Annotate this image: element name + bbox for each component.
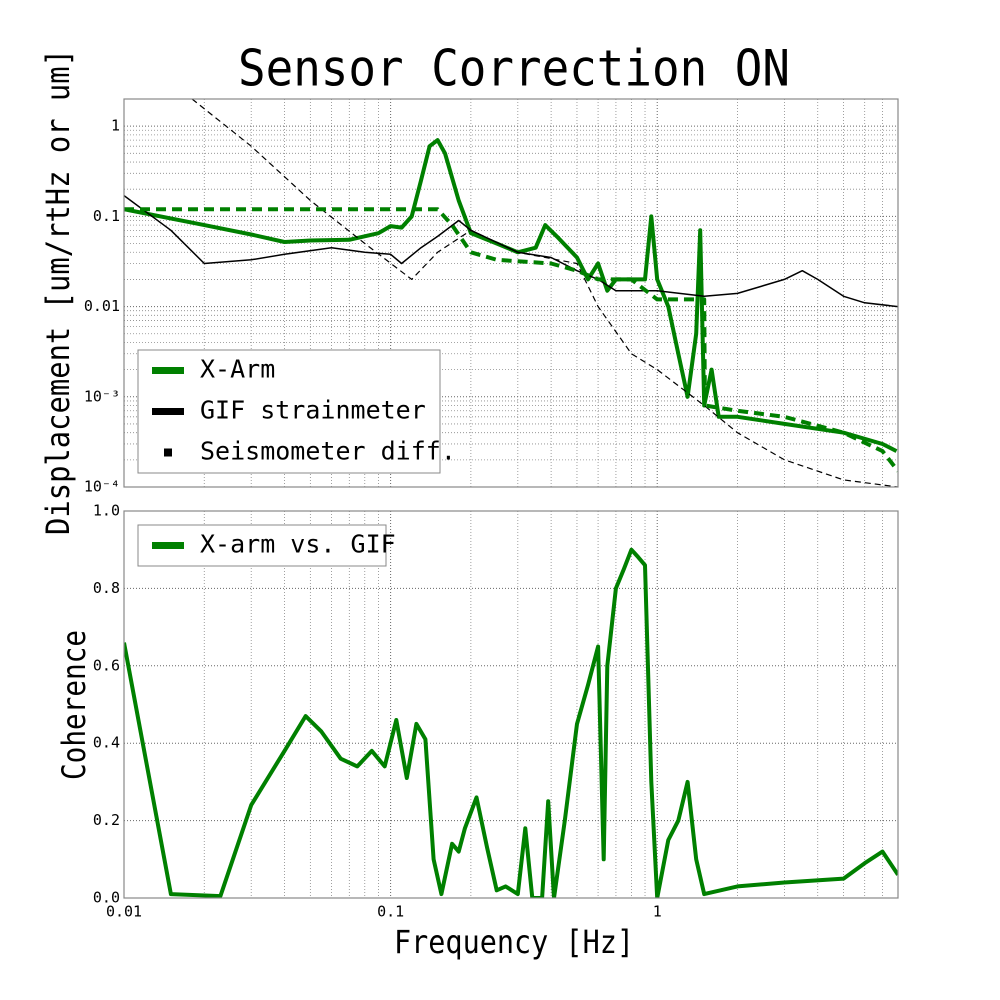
plot-area — [124, 511, 898, 898]
x-tick-label: 1 — [653, 903, 662, 921]
legend-box — [137, 349, 441, 474]
legend-label: X-arm vs. GIF — [200, 530, 396, 559]
axes-frame — [123, 510, 899, 899]
axes: X-Arm GIF strainmeter Seismometer diff. — [123, 98, 899, 488]
legend-label: X-Arm — [200, 355, 275, 384]
chart-title: Sensor Correction ON — [238, 40, 790, 98]
y-tick-label: 1 — [111, 117, 120, 135]
y-axis-label: Coherence — [55, 630, 93, 780]
series-line — [124, 138, 898, 453]
plot-lines — [124, 547, 898, 898]
y-axis-label: Displacement [um/rtHz or um] — [39, 49, 77, 535]
series-line — [124, 207, 898, 473]
y-tick-label: 10⁻³ — [84, 387, 120, 405]
y-tick-label: 0.0 — [93, 889, 120, 907]
x-axis-label: Frequency [Hz] — [394, 923, 634, 961]
x-tick-label: 0.01 — [106, 903, 142, 921]
y-tick-label: 10⁻⁴ — [84, 478, 120, 496]
y-tick-label: 0.4 — [93, 734, 120, 752]
y-tick-label: 0.01 — [84, 297, 120, 315]
y-tick-label: 0.6 — [93, 656, 120, 674]
legend-label: Seismometer diff. — [200, 437, 456, 466]
y-tick-label: 0.8 — [93, 579, 120, 597]
y-tick-label: 1.0 — [93, 502, 120, 520]
axes: X-arm vs. GIF — [123, 510, 899, 899]
plot-lines — [124, 99, 898, 487]
legend-label: GIF strainmeter — [200, 396, 426, 425]
y-tick-label: 0.1 — [93, 207, 120, 225]
legend-swatch — [164, 448, 172, 457]
x-tick-label: 0.1 — [377, 903, 404, 921]
y-tick-label: 0.2 — [93, 811, 120, 829]
series-line — [191, 99, 898, 487]
axes-frame — [123, 98, 899, 488]
series-line — [124, 547, 898, 898]
